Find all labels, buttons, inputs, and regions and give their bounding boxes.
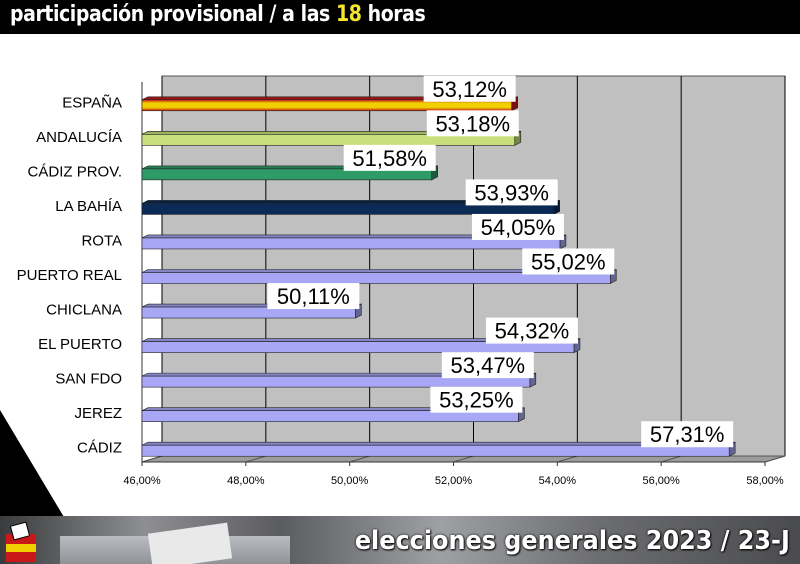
data-label: 53,93% bbox=[474, 180, 549, 205]
floor-gridline-4 bbox=[557, 455, 578, 463]
data-label-bg bbox=[441, 352, 534, 379]
category-label: EL PUERTO bbox=[38, 336, 122, 353]
x-tick-label: 58,00% bbox=[746, 475, 784, 487]
x-tick-label: 48,00% bbox=[227, 475, 265, 487]
category-label: ROTA bbox=[81, 232, 122, 249]
floor-gridline-0 bbox=[141, 455, 163, 463]
data-label: 53,18% bbox=[435, 111, 510, 136]
bar bbox=[141, 134, 516, 146]
data-label: 55,02% bbox=[531, 250, 606, 275]
bar bbox=[141, 306, 356, 319]
title-hour-highlight: 18 bbox=[336, 2, 362, 27]
data-label-bg bbox=[426, 110, 519, 137]
data-label: 53,12% bbox=[432, 77, 507, 102]
category-label: ANDALUCÍA bbox=[36, 129, 122, 146]
category-label: CÁDIZ PROV. bbox=[28, 163, 122, 180]
category-label: CHICLANA bbox=[46, 302, 122, 319]
data-label-bg bbox=[423, 75, 516, 102]
x-tick-label: 50,00% bbox=[331, 475, 369, 487]
x-tick-label: 56,00% bbox=[643, 475, 681, 487]
header-bar: participación provisional / a las 18 hor… bbox=[0, 0, 800, 34]
data-label: 50,11% bbox=[277, 284, 350, 309]
data-label: 51,58% bbox=[352, 146, 427, 171]
title-text-end: horas bbox=[361, 2, 426, 27]
x-tick-label: 52,00% bbox=[435, 475, 473, 487]
data-label-bg bbox=[267, 283, 360, 310]
data-label: 54,05% bbox=[481, 215, 556, 240]
data-label-bg bbox=[471, 213, 564, 240]
data-label-bg bbox=[343, 144, 436, 171]
bar bbox=[141, 444, 730, 457]
data-label: 53,47% bbox=[451, 353, 526, 378]
footer-banner: elecciones generales 2023 / 23-J bbox=[0, 516, 800, 564]
floor-gridline-2 bbox=[349, 455, 370, 463]
bar bbox=[141, 203, 554, 215]
data-label-bg bbox=[465, 179, 558, 206]
bar bbox=[141, 272, 611, 284]
data-label: 54,32% bbox=[495, 319, 570, 344]
data-label-bg bbox=[641, 421, 734, 448]
bar bbox=[141, 341, 575, 353]
turnout-bar-chart: 46,00% 48,00% 50,00% 52,00% 54,00% 56,00% 58,0… bbox=[17, 75, 786, 487]
floor-gridline-1 bbox=[245, 455, 266, 463]
bar bbox=[141, 237, 561, 250]
bar bbox=[141, 375, 531, 388]
category-label: ESPAÑA bbox=[62, 94, 122, 111]
title-text-start: participación provisional / a las bbox=[10, 2, 337, 27]
category-label: PUERTO REAL bbox=[17, 267, 122, 284]
data-label-bg bbox=[430, 386, 523, 413]
footer-title: elecciones generales 2023 / 23-J bbox=[354, 526, 790, 556]
page-title: participación provisional / a las 18 hor… bbox=[10, 2, 426, 27]
category-label: SAN FDO bbox=[55, 371, 122, 388]
floor-gridline-3 bbox=[453, 455, 474, 463]
data-label-bg bbox=[485, 317, 578, 344]
x-tick-label: 46,00% bbox=[123, 475, 161, 487]
floor-gridline-5 bbox=[661, 455, 682, 463]
bar bbox=[141, 410, 519, 422]
floor-gridline-6 bbox=[764, 455, 786, 463]
data-label-bg bbox=[522, 248, 615, 275]
ballot-box-icon bbox=[6, 521, 36, 562]
x-tick-label: 54,00% bbox=[539, 475, 577, 487]
ballot-paper-photo bbox=[147, 522, 233, 564]
data-label: 57,31% bbox=[650, 422, 725, 447]
category-label: LA BAHÍA bbox=[55, 198, 122, 215]
data-label: 53,25% bbox=[439, 388, 514, 413]
bar bbox=[141, 99, 512, 112]
bar bbox=[141, 168, 432, 181]
